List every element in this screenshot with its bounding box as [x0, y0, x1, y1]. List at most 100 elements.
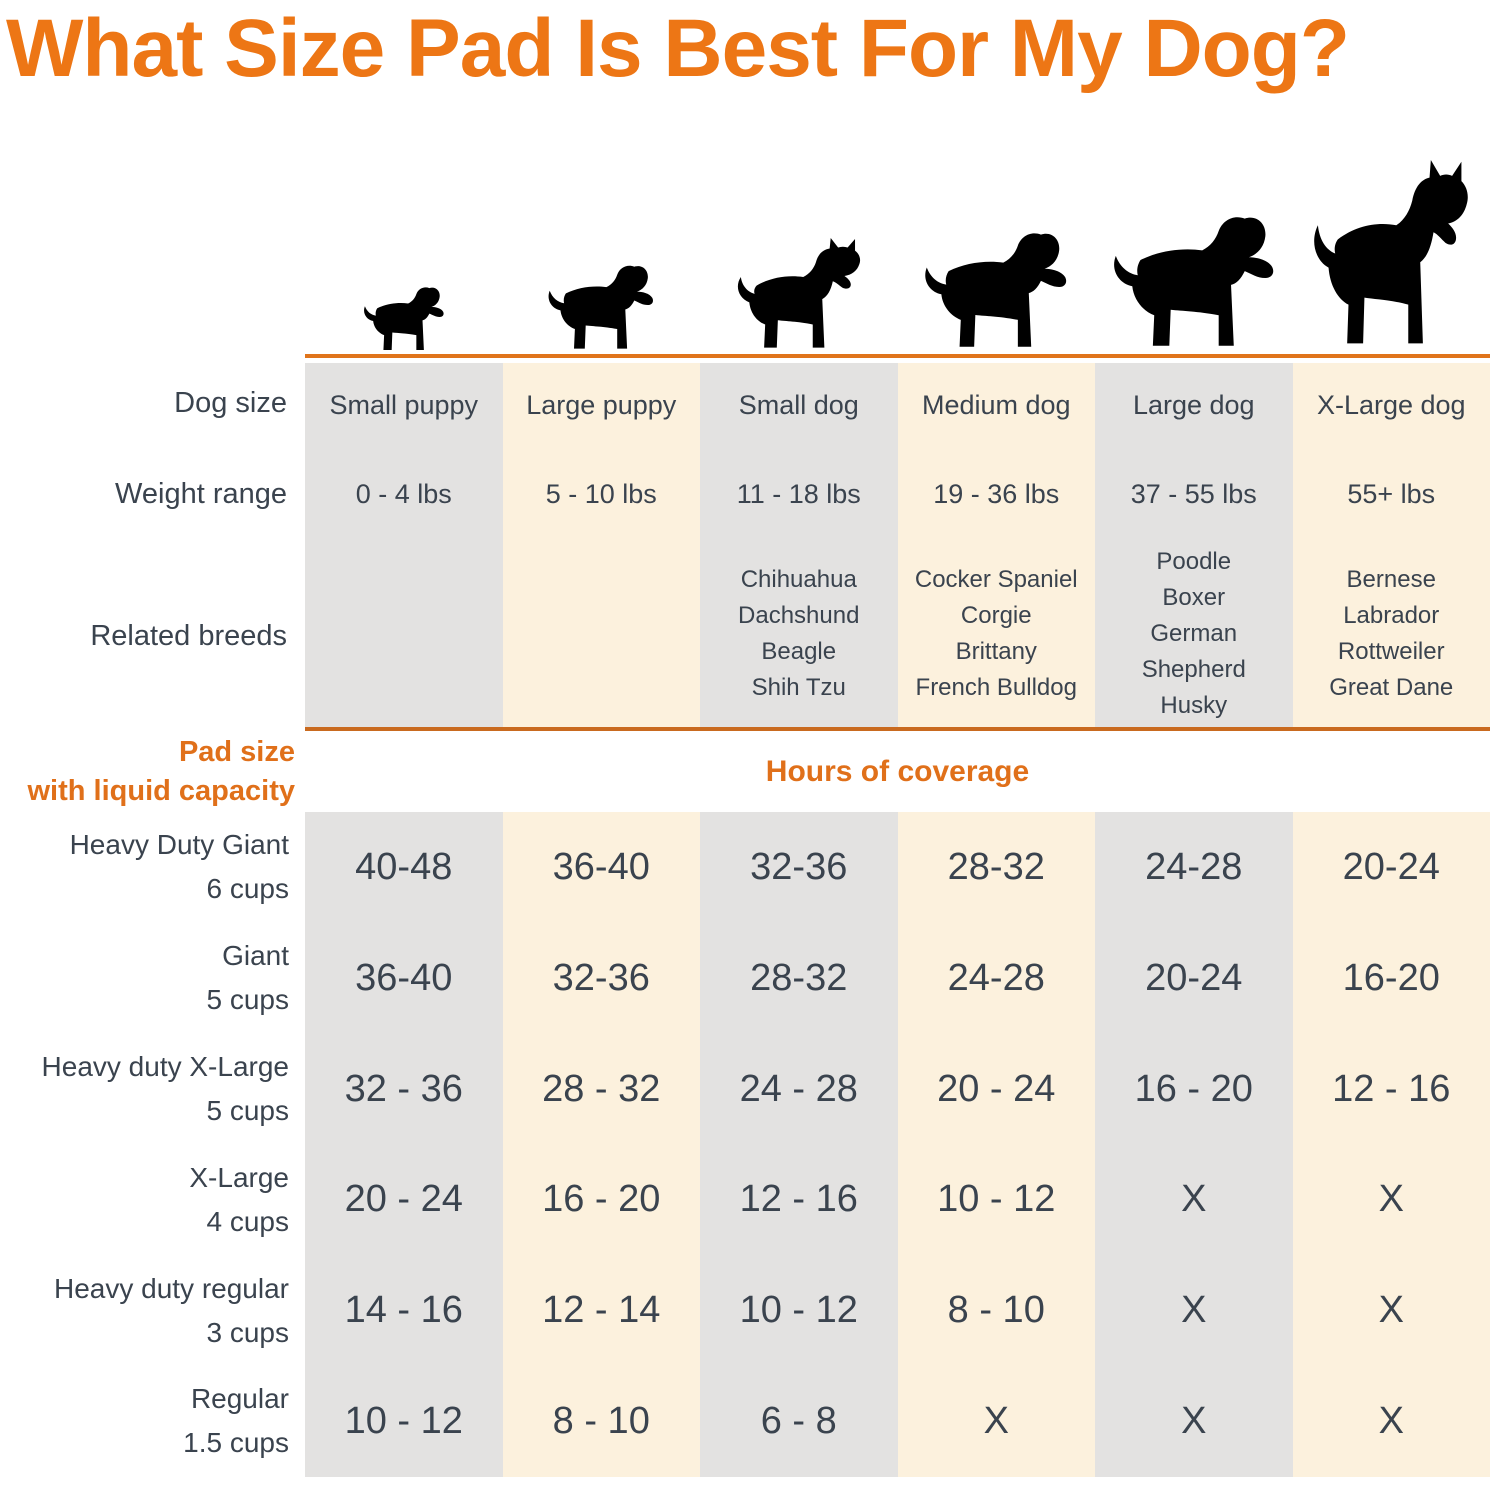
breed-item: Rottweiler: [1337, 638, 1445, 666]
breed-item: Dachshund: [738, 602, 860, 630]
dog-cell-small-puppy: [305, 94, 503, 359]
pad-row-label-heavy-duty-x-large: Heavy duty X-Large 5 cups: [0, 1034, 305, 1145]
hours-value-cell: 12 - 16: [1292, 1033, 1490, 1145]
related-breeds-row-label: Related breeds: [90, 619, 287, 652]
hours-value-cell: 20 - 24: [897, 1033, 1095, 1145]
hours-value-cell: 32-36: [502, 922, 700, 1034]
x-large-dog-icon: [1314, 160, 1469, 344]
hours-value-cell: 8 - 10: [897, 1255, 1095, 1367]
hours-value-cell: 12 - 14: [502, 1255, 700, 1367]
pad-capacity: 1.5 cups: [183, 1427, 289, 1459]
medium-dog-icon: [925, 233, 1067, 347]
hours-value-cell: 28-32: [897, 812, 1095, 923]
large-puppy-dog-icon: [548, 265, 654, 349]
pad-size-section-label: Pad size with liquid capacity: [0, 731, 305, 812]
pad-capacity: 3 cups: [206, 1316, 290, 1348]
breed-item: Poodle: [1156, 548, 1232, 576]
hours-value-cell: 24 - 28: [700, 1033, 898, 1145]
pad-capacity: 5 cups: [206, 984, 290, 1016]
hours-value-cell: 14 - 16: [305, 1255, 503, 1367]
column-header-large-puppy: Large puppy: [502, 358, 700, 449]
hours-value-cell: X: [1095, 1144, 1293, 1256]
breed-item: German Shepherd: [1141, 620, 1246, 684]
hours-value-cell: 20-24: [1095, 922, 1293, 1034]
breeds-small-dog: Chihuahua Dachshund Beagle Shih Tzu: [700, 541, 898, 732]
column-header-medium-dog: Medium dog: [897, 358, 1095, 449]
breed-item: Cocker Spaniel: [914, 566, 1078, 594]
dogs-row-spacer: [0, 94, 305, 358]
breeds-small-puppy: [305, 541, 503, 732]
breed-item: Corgie: [960, 602, 1032, 630]
weight-range-small-dog: 11 - 18 lbs: [700, 448, 898, 542]
pad-name: Heavy duty regular: [53, 1272, 289, 1304]
breeds-large-puppy: [502, 541, 700, 732]
pad-name: Heavy duty X-Large: [41, 1051, 289, 1083]
pad-row-label-x-large: X-Large 4 cups: [0, 1144, 305, 1255]
weight-range-large-dog: 37 - 55 lbs: [1095, 448, 1293, 542]
small-puppy-dog-icon: [363, 287, 444, 351]
pad-name: Heavy Duty Giant: [69, 829, 289, 861]
hours-value-cell: 16-20: [1292, 922, 1490, 1034]
pad-capacity: 5 cups: [206, 1095, 290, 1127]
pad-size-label-line2: with liquid capacity: [27, 774, 296, 807]
pad-name: Giant: [222, 940, 289, 972]
breed-item: Great Dane: [1329, 674, 1454, 702]
dog-cell-medium-dog: [897, 94, 1095, 359]
weight-range-small-puppy: 0 - 4 lbs: [305, 448, 503, 542]
hours-value-cell: 28 - 32: [502, 1033, 700, 1145]
large-dog-icon: [1113, 217, 1273, 346]
hours-value-cell: 36-40: [502, 812, 700, 923]
column-header-small-puppy: Small puppy: [305, 358, 503, 449]
breed-item: Bernese: [1346, 566, 1436, 594]
column-header-small-dog: Small dog: [700, 358, 898, 449]
column-header-large-dog: Large dog: [1095, 358, 1293, 449]
pad-row-label-regular: Regular 1.5 cups: [0, 1366, 305, 1477]
hours-value-cell: X: [1292, 1366, 1490, 1477]
pad-size-label-line1: Pad size: [178, 735, 295, 768]
pad-row-label-giant: Giant 5 cups: [0, 923, 305, 1034]
hours-value-cell: X: [1292, 1144, 1490, 1256]
breed-item: Husky: [1160, 692, 1228, 720]
pad-row-label-heavy-duty-giant: Heavy Duty Giant 6 cups: [0, 812, 305, 923]
hours-value-cell: 10 - 12: [897, 1144, 1095, 1256]
dog-cell-small-dog: [700, 94, 898, 359]
dog-cell-x-large-dog: [1292, 94, 1490, 359]
hours-value-cell: 36-40: [305, 922, 503, 1034]
breed-item: Boxer: [1162, 584, 1226, 612]
hours-value-cell: 32 - 36: [305, 1033, 503, 1145]
page-title: What Size Pad Is Best For My Dog?: [6, 3, 1350, 94]
hours-value-cell: 20 - 24: [305, 1144, 503, 1256]
pad-name: X-Large: [189, 1161, 289, 1193]
weight-range-large-puppy: 5 - 10 lbs: [502, 448, 700, 542]
hours-value-cell: 20-24: [1292, 812, 1490, 923]
hours-value-cell: 40-48: [305, 812, 503, 923]
column-header-x-large-dog: X-Large dog: [1292, 358, 1490, 449]
breeds-medium-dog: Cocker Spaniel Corgie Brittany French Bu…: [897, 541, 1095, 732]
hours-value-cell: 16 - 20: [1095, 1033, 1293, 1145]
pad-capacity: 6 cups: [206, 873, 290, 905]
pad-row-label-heavy-duty-regular: Heavy duty regular 3 cups: [0, 1255, 305, 1366]
pad-capacity: 4 cups: [206, 1205, 290, 1237]
breed-item: Chihuahua: [740, 566, 857, 594]
hours-value-cell: 28-32: [700, 922, 898, 1034]
breed-item: Labrador: [1343, 602, 1440, 630]
hours-value-cell: X: [1095, 1255, 1293, 1367]
hours-value-cell: X: [897, 1366, 1095, 1477]
breed-item: Beagle: [761, 638, 837, 666]
breed-item: Shih Tzu: [751, 674, 846, 702]
hours-value-cell: X: [1095, 1366, 1293, 1477]
hours-value-cell: 32-36: [700, 812, 898, 923]
hours-value-cell: 24-28: [897, 922, 1095, 1034]
breeds-x-large-dog: Bernese Labrador Rottweiler Great Dane: [1292, 541, 1490, 732]
hours-value-cell: 24-28: [1095, 812, 1293, 923]
hours-value-cell: 12 - 16: [700, 1144, 898, 1256]
size-guide-table: Dog size Small puppy Large puppy Small d…: [0, 94, 1499, 1477]
hours-of-coverage-header: Hours of coverage: [765, 754, 1030, 788]
small-dog-icon: [737, 238, 860, 348]
breed-item: Brittany: [955, 638, 1037, 666]
weight-range-x-large-dog: 55+ lbs: [1292, 448, 1490, 542]
hours-value-cell: 16 - 20: [502, 1144, 700, 1256]
hours-value-cell: 6 - 8: [700, 1366, 898, 1477]
hours-value-cell: 10 - 12: [700, 1255, 898, 1367]
breeds-large-dog: Poodle Boxer German Shepherd Husky: [1095, 541, 1293, 732]
